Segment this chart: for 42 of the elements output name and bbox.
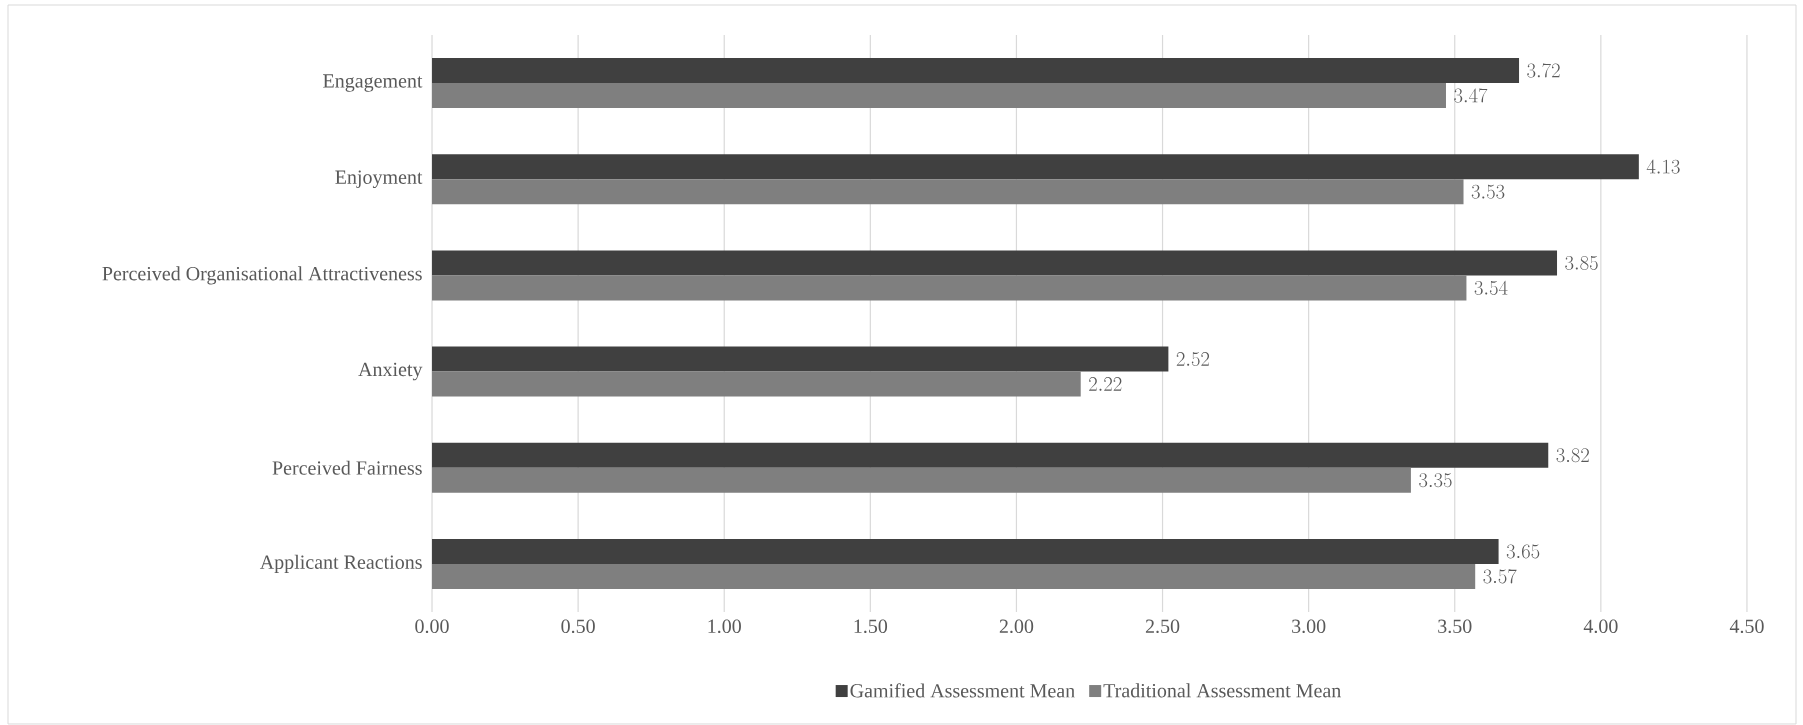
data-label: 3.35 bbox=[1419, 473, 1452, 488]
data-label: 3.65 bbox=[1506, 544, 1540, 559]
x-tick-label: 3.00 bbox=[1292, 619, 1326, 634]
data-label: 3.82 bbox=[1556, 448, 1589, 463]
x-tick-label: 0.50 bbox=[561, 619, 595, 634]
bar bbox=[432, 371, 1081, 397]
y-tick-label: Enjoyment bbox=[335, 170, 423, 189]
legend-label: Gamified Assessment Mean bbox=[850, 683, 1075, 698]
bar bbox=[432, 538, 1499, 564]
data-label: 2.22 bbox=[1089, 377, 1122, 391]
legend-label: Traditional Assessment Mean bbox=[1103, 683, 1341, 698]
data-label: 3.53 bbox=[1471, 184, 1505, 199]
bar bbox=[432, 179, 1464, 205]
x-tick-label: 3.50 bbox=[1438, 619, 1472, 634]
bar bbox=[432, 58, 1520, 84]
x-tick-label: 4.00 bbox=[1583, 619, 1618, 634]
bar bbox=[432, 154, 1639, 180]
bar bbox=[432, 250, 1558, 276]
x-tick-label: 0.00 bbox=[415, 619, 449, 634]
y-tick-label: Perceived Fairness bbox=[272, 460, 422, 475]
x-tick-label: 1.50 bbox=[854, 619, 888, 634]
x-tick-label: 4.50 bbox=[1729, 619, 1764, 634]
x-tick-label: 1.00 bbox=[708, 619, 741, 634]
bar bbox=[432, 346, 1169, 372]
bar bbox=[432, 563, 1476, 589]
data-label: 3.72 bbox=[1527, 63, 1560, 78]
bar bbox=[432, 467, 1411, 493]
x-tick-label: 2.50 bbox=[1145, 619, 1180, 634]
x-tick-label: 2.00 bbox=[999, 619, 1034, 634]
data-label: 2.52 bbox=[1176, 352, 1210, 367]
data-label: 3.57 bbox=[1483, 569, 1517, 584]
data-label: 3.54 bbox=[1474, 280, 1508, 295]
y-tick-label: Applicant Reactions bbox=[259, 554, 422, 573]
y-tick-label: Perceived Organisational Attractiveness bbox=[102, 266, 422, 285]
bar bbox=[432, 275, 1467, 301]
data-label: 3.85 bbox=[1565, 255, 1598, 270]
data-label: 4. 13 bbox=[1646, 159, 1680, 174]
data-label: 3.47 bbox=[1454, 88, 1488, 103]
y-tick-label: Anxiety bbox=[358, 362, 423, 381]
y-tick-label: Engagement bbox=[323, 74, 423, 92]
bar bbox=[432, 442, 1549, 468]
bar bbox=[432, 83, 1446, 109]
